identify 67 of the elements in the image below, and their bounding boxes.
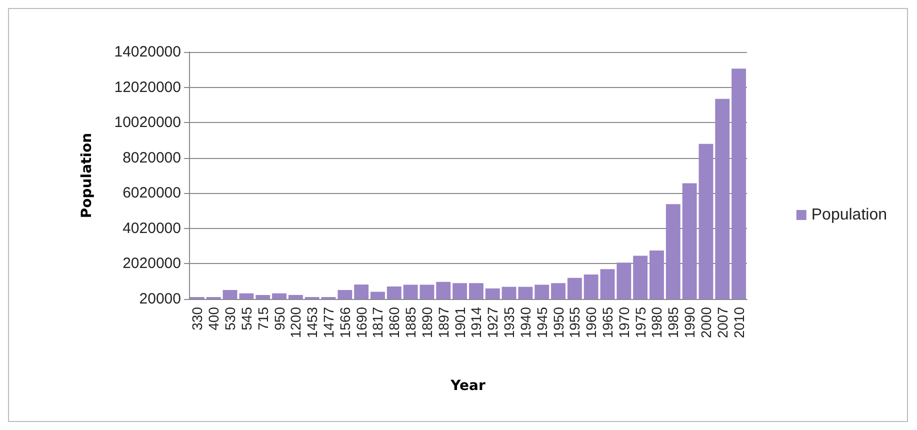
x-tick-label: 2010 [730,306,747,338]
bar [633,256,648,299]
x-tick-label: 1975 [632,306,648,338]
x-tick-label: 1453 [304,306,320,338]
x-tick-label: 1817 [370,306,386,338]
bar [551,283,566,299]
bar [666,204,680,299]
bar [370,292,385,299]
legend-label: Population [811,206,888,224]
bar [338,290,352,299]
y-tick-label: 12020000 [114,78,181,96]
bar [272,293,286,299]
y-tick-label: 8020000 [122,149,181,166]
x-tick-label: 1690 [353,306,370,338]
x-tick-label: 1927 [484,306,501,338]
x-tick-label: 1950 [550,306,566,338]
x-tick-label: 1477 [320,306,336,338]
x-tick-label: 950 [271,306,288,330]
bar [584,274,598,299]
x-tick-label: 1200 [288,306,304,338]
x-tick-label: 1901 [452,306,468,338]
x-tick-label: 530 [222,306,238,330]
bar [386,286,402,299]
x-tick-label: 1985 [665,306,682,338]
x-tick-label: 1960 [583,306,600,338]
y-tick-label: 20000 [139,290,181,308]
bar [600,269,615,299]
bar [616,262,632,299]
bar [288,294,303,299]
x-tick-label: 1990 [682,306,698,338]
bar [354,284,369,299]
x-axis-title: Year [450,378,486,394]
x-tick-label: 1965 [600,306,616,338]
y-tick-label: 14020000 [114,44,181,60]
x-tick-label: 1885 [402,306,419,338]
bar [567,278,582,299]
x-tick-label: 1940 [517,306,534,338]
bar [534,284,550,299]
y-tick-label: 2020000 [122,255,181,272]
x-tick-label: 400 [206,306,222,330]
bar [436,282,451,299]
bar [732,68,746,299]
y-tick-label: 10020000 [114,114,181,132]
y-axis-title: Population [79,132,95,218]
x-tick-label: 1897 [435,306,452,338]
x-tick-label: 2000 [698,306,714,338]
x-tick-label: 545 [238,306,254,330]
x-tick-label: 1935 [501,306,518,338]
bar [650,250,664,299]
x-tick-label: 715 [254,306,271,330]
x-tick-label: 2007 [714,306,730,338]
x-tick-label: 1980 [648,306,665,338]
x-tick-label: 1970 [616,306,632,338]
x-tick-label: 1955 [566,306,583,338]
bar [485,288,500,299]
bar [468,283,484,299]
x-tick-label: 330 [189,306,206,330]
y-tick-label: 4020000 [122,220,181,237]
bar [715,98,730,299]
x-tick-label: 1945 [534,306,550,338]
x-tick-label: 1566 [336,306,353,338]
bar [452,283,468,299]
x-tick-label: 1860 [386,306,402,338]
bar [256,294,270,299]
y-tick-label: 6020000 [122,184,181,202]
x-tick-label: 1914 [468,306,484,338]
x-tick-label: 1890 [418,306,435,338]
